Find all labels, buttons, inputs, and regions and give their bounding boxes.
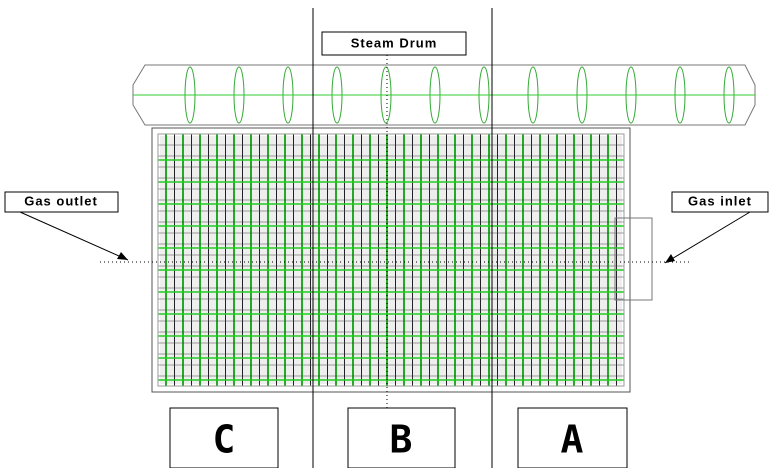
steam-drum-label: Steam Drum	[351, 35, 438, 50]
gas-inlet-label: Gas inlet	[688, 193, 752, 208]
section-label: C	[213, 418, 236, 462]
section-label: B	[390, 418, 413, 462]
arrow	[20, 212, 128, 260]
arrow-head	[665, 254, 675, 263]
boiler-diagram: Steam Drum Gas outlet Gas inlet C B A	[0, 0, 769, 468]
structure	[158, 67, 734, 386]
tube-bank-bg	[160, 136, 622, 384]
arrow	[665, 212, 750, 263]
section-label: A	[561, 418, 584, 462]
gas-outlet-label: Gas outlet	[24, 193, 98, 208]
